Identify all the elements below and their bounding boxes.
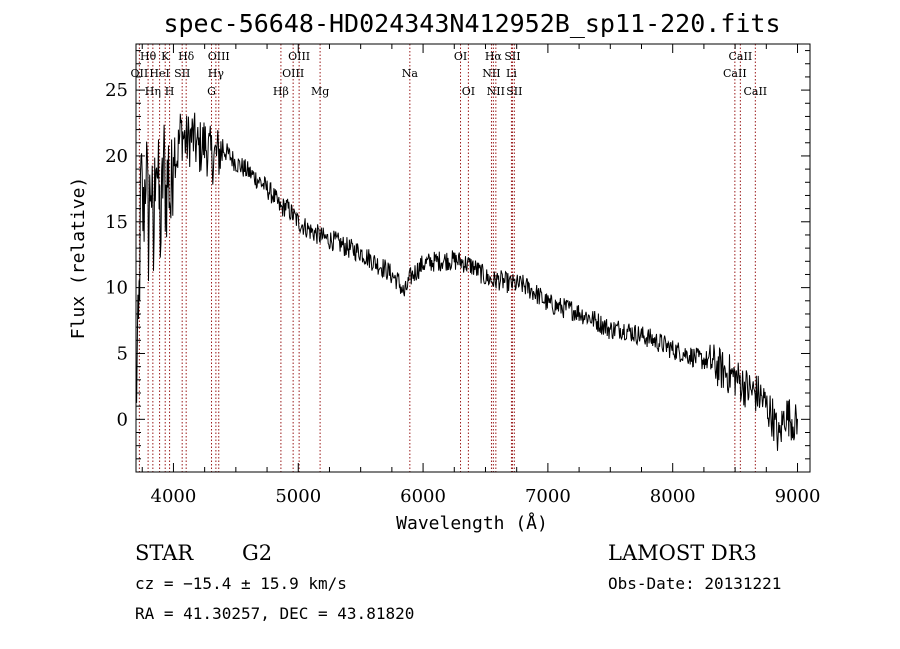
object-subclass: G2	[242, 541, 272, 565]
emission-line-label: Li	[506, 67, 517, 80]
spectrum-line	[135, 112, 798, 451]
emission-line-markers	[138, 44, 756, 472]
emission-line-label: SII	[504, 50, 520, 63]
y-tick-label: 20	[105, 146, 128, 167]
emission-line-label: Mg	[311, 85, 329, 98]
emission-line-label: G	[207, 85, 216, 98]
x-axis-ticks: 4000 5000 6000 7000 8000 9000	[141, 44, 821, 507]
emission-line-label: NII	[487, 85, 505, 98]
emission-line-label: NII	[482, 67, 500, 80]
emission-line-label: K	[161, 50, 170, 63]
emission-line-label: Hα	[485, 50, 503, 63]
object-class: STAR	[135, 541, 194, 565]
emission-line-label: Hη	[145, 85, 161, 98]
x-tick-label: 5000	[275, 486, 321, 507]
emission-line-label: Hγ	[208, 67, 225, 80]
observation-date: Obs-Date: 20131221	[608, 574, 781, 593]
emission-line-label: HeI	[149, 67, 169, 80]
emission-line-label: H	[165, 85, 175, 98]
y-tick-label: 10	[105, 278, 128, 299]
y-tick-label: 25	[105, 80, 128, 101]
emission-line-label: Na	[402, 67, 419, 80]
emission-line-label: OIII	[288, 50, 310, 63]
emission-line-label: OI	[454, 50, 467, 63]
y-axis-ticks: 0 5 10 15 20 25	[105, 50, 810, 460]
coordinates-readout: RA = 41.30257, DEC = 43.81820	[135, 604, 414, 623]
y-tick-label: 15	[105, 212, 128, 233]
x-tick-label: 8000	[650, 486, 696, 507]
y-axis-label: Flux (relative)	[68, 177, 89, 340]
emission-line-label: OII	[131, 67, 149, 80]
x-tick-label: 6000	[400, 486, 446, 507]
emission-line-label: OIII	[208, 50, 230, 63]
emission-line-label: CaII	[729, 50, 753, 63]
emission-line-label: Hβ	[273, 85, 289, 98]
emission-line-label: OI	[462, 85, 475, 98]
redshift-readout: cz = −15.4 ± 15.9 km/s	[135, 574, 347, 593]
y-tick-label: 5	[117, 343, 128, 364]
emission-line-label: OIII	[282, 67, 304, 80]
emission-line-labels: Hθ OII Hη K HeI H Hδ SII OIII Hγ G Hβ OIII OIII Mg Na OI…	[131, 50, 768, 98]
survey-name: LAMOST DR3	[608, 541, 757, 565]
emission-line-label: Hδ	[178, 50, 195, 63]
emission-line-label: CaII	[723, 67, 747, 80]
emission-line-label: SII	[174, 67, 190, 80]
y-tick-label: 0	[117, 409, 128, 430]
x-tick-label: 4000	[151, 486, 197, 507]
x-tick-label: 9000	[775, 486, 821, 507]
x-axis-label: Wavelength (Å)	[396, 512, 548, 534]
plot-frame	[135, 43, 811, 473]
chart-title: spec-56648-HD024343N412952B_sp11-220.fit…	[163, 9, 780, 38]
emission-line-label: Hθ	[140, 50, 157, 63]
x-tick-label: 7000	[525, 486, 571, 507]
emission-line-label: SII	[506, 85, 522, 98]
emission-line-label: CaII	[743, 85, 767, 98]
